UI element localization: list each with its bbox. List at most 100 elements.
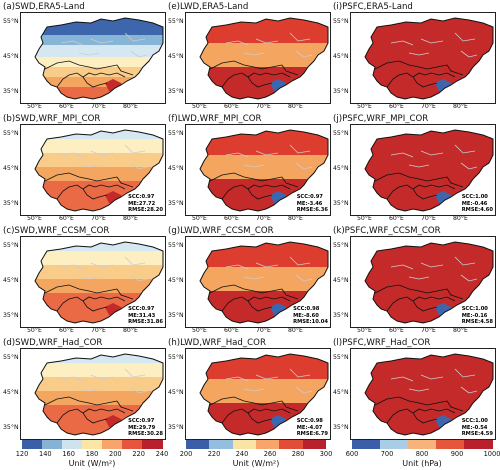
colorbar-segment [436,440,465,449]
lat-tick-label: 55°N [3,130,19,137]
value-band [200,43,328,67]
lon-tick-label: 60°E [389,103,404,110]
stats-box: SCC:1.00 ME:-0.16 RMSE:4.58 [462,306,493,326]
colorbar-tick-label: 600 [345,450,359,458]
country-border [44,396,118,406]
admin-boundary [130,50,148,58]
country-border [446,176,464,188]
admin-boundary [243,388,265,392]
map-area: SCC:0.97 ME:31.43 RMSE:31.86 [20,236,166,328]
lon-tick-label: 70°E [256,215,271,222]
country-border [221,408,273,424]
map-area: SCC:0.98 ME:-8.60 RMSE:10.04 [185,236,331,328]
admin-boundary [460,274,478,282]
map-area: SCC:0.97 ME:27.72 RMSE:28.20 [20,124,166,216]
admin-boundary [390,264,414,270]
stat-scc: SCC:1.00 [461,418,488,425]
lon-tick-label: 70°E [91,327,106,334]
admin-boundary [390,376,414,382]
lat-tick-label: 35°N [3,312,19,319]
admin-boundary [124,144,146,154]
admin-boundary [460,386,478,394]
region-outline [34,241,164,324]
admin-boundary [243,164,265,168]
lat-tick-label: 35°N [168,200,184,207]
lon-tick-label: 80°E [453,103,468,110]
colorbar-psfc-bar: 600 700 800 900 1000 [346,440,500,458]
colorbar-tick-label: 220 [132,450,145,458]
value-band [200,18,328,43]
country-border [44,284,118,294]
lat-tick-label: 35°N [168,424,184,431]
lat-tick-label: 35°N [3,88,19,95]
admin-boundary [408,388,430,392]
panel-title: (f)LWD,WRF_MPI_COR [168,114,262,124]
lat-tick-label: 35°N [3,424,19,431]
admin-boundary [460,162,478,170]
admin-boundary [78,52,100,56]
lat-tick-label: 55°N [3,18,19,25]
country-border [247,408,291,414]
lat-tick-label: 45°N [3,53,19,60]
map-area: SCC:1.00 ME:-0.16 RMSE:4.58 [350,236,496,328]
admin-boundary [420,374,444,380]
map-panel: (d)SWD,WRF_Had_COR 55°N 45°N 35°N SCC:0.97 ME… [3,338,169,451]
panel-title: (d)SWD,WRF_Had_COR [3,338,103,348]
country-border [82,184,126,190]
lon-tick-label: 50°E [357,103,372,110]
lon-tick-label: 50°E [27,103,42,110]
stats-box: SCC:0.98 ME:-4.07 RMSE:6.79 [297,418,328,438]
colorbar-tick-label: 140 [39,450,52,458]
colorbar-tick-label: 120 [15,450,29,458]
stat-rmse: RMSE:4.58 [461,319,493,326]
stats-box: SCC:1.00 ME:-0.54 RMSE:4.59 [462,418,493,438]
stats-box: SCC:0.97 ME:27.72 RMSE:28.20 [128,194,163,214]
admin-boundary [90,262,114,268]
lat-tick-label: 45°N [168,165,184,172]
admin-boundary [295,386,313,394]
colorbar-tick-label: 700 [380,450,394,458]
colorbar-segment [279,440,304,449]
value-band [365,18,493,99]
admin-boundary [90,38,114,44]
colorbar-segment [302,440,327,449]
region-outline [364,353,494,436]
country-border [386,296,438,312]
country-border [412,408,456,414]
country-border [386,408,438,424]
country-border [44,172,118,182]
colorbar-segment [62,440,83,449]
lat-tick-label: 35°N [333,312,349,319]
lon-tick-label: 80°E [288,327,303,334]
region-outline [364,17,494,100]
colorbar-tick-label: 240 [235,450,249,458]
country-border [56,184,108,200]
lat-tick-label: 45°N [3,389,19,396]
lon-tick-label: 60°E [389,327,404,334]
colorbar-segment [256,440,280,449]
region-outline [199,17,329,100]
stat-rmse: RMSE:10.04 [293,319,328,326]
admin-boundary [255,150,279,156]
colorbar-segment [408,440,437,449]
country-border [247,296,291,302]
country-border [116,400,134,412]
lon-tick-label: 80°E [288,103,303,110]
value-band [35,130,163,139]
admin-boundary [124,368,146,378]
country-border [374,396,448,406]
admin-boundary [390,40,414,46]
value-band [35,67,163,77]
lat-tick-label: 45°N [168,53,184,60]
admin-boundary [124,32,146,42]
lon-tick-label: 80°E [123,215,138,222]
admin-boundary [90,374,114,380]
admin-boundary [289,32,311,42]
country-border [386,72,438,88]
admin-boundary [390,152,414,158]
value-band [200,130,328,155]
lon-tick-label: 80°E [453,215,468,222]
country-border [374,172,448,182]
map-panel: (h)LWD,WRF_Had_COR 55°N 45°N 35°N SCC:0.98 ME… [168,338,334,451]
map-panel: (k)PSFC,WRF_CCSM_COR 55°N 45°N 35°N SCC:1.00… [333,226,499,339]
